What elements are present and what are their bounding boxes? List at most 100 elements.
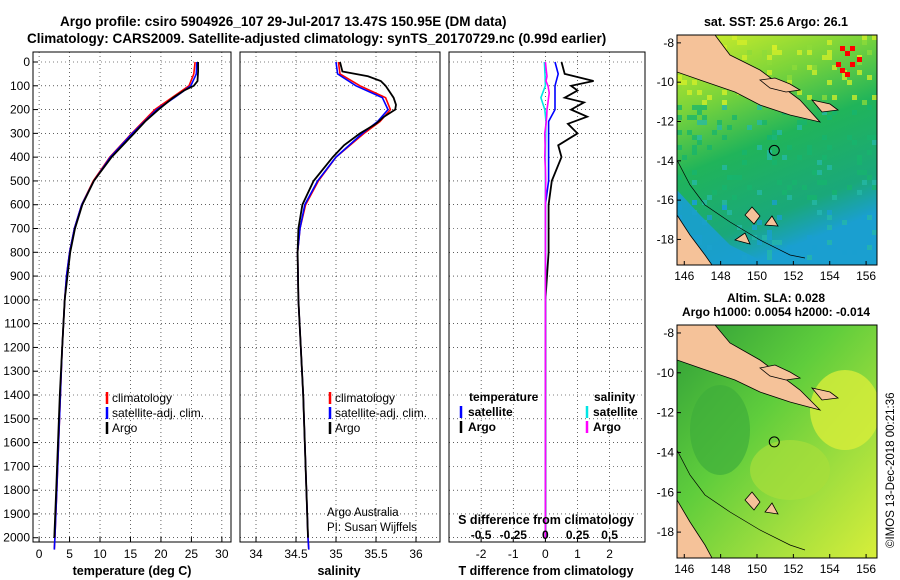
sst-pixel: [827, 40, 832, 45]
sst-pixel: [857, 70, 862, 75]
s-diff-tick-label: -0.25: [500, 528, 528, 542]
sst-pixel: [697, 110, 702, 115]
lat-tick-label: -16: [657, 193, 675, 207]
sst-pixel: [812, 195, 817, 200]
difference-frame: [448, 51, 646, 543]
sst-pixel: [827, 245, 832, 250]
sst-pixel: [692, 180, 697, 185]
lon-tick-label: 150: [747, 562, 767, 576]
sst-pixel: [852, 95, 857, 100]
salinity-x-ticks: 34 34.5 35 35.5 36: [249, 537, 423, 561]
x-tick-label: 0: [542, 547, 549, 561]
s-difference-label: S difference from climatology: [458, 513, 634, 527]
series-line-argo: [53, 62, 200, 538]
sla-map: Altim. SLA: 0.028 Argo h1000: 0.0054 h20…: [657, 291, 878, 576]
x-tick-label: 5: [66, 547, 73, 561]
sst-pixel: [827, 80, 832, 85]
lon-tick-label: 152: [783, 562, 803, 576]
sst-pixel: [722, 205, 727, 210]
depth-tick-label: 1700: [3, 459, 30, 473]
sst-pixel: [842, 75, 847, 80]
sst-pixel: [702, 105, 707, 110]
sst-pixel: [742, 40, 747, 45]
sst-pixel: [757, 145, 762, 150]
sst-depth-contour: [677, 159, 806, 259]
sst-map: sat. SST: 25.6 Argo: 26.1: [657, 15, 878, 283]
sst-pixel: [827, 165, 832, 170]
legend-label-sal-satellite: satellite: [593, 405, 638, 419]
sst-pixel: [697, 140, 702, 145]
legend-label-satellite-adj: satellite-adj. clim.: [335, 406, 427, 420]
sst-pixel: [787, 145, 792, 150]
sst-pixel: [832, 260, 837, 265]
sst-pixel: [857, 190, 862, 195]
sst-pixel: [767, 230, 772, 235]
sst-pixel: [697, 90, 702, 95]
sst-pixel: [872, 135, 877, 140]
sst-map-ticks: 146 148 150 152 154 156 -8 -10 -12 -14 -16 -18: [657, 36, 877, 283]
sst-pixel: [772, 50, 777, 55]
sst-pixel: [842, 225, 847, 230]
sst-pixel: [867, 150, 872, 155]
sst-pixel: [802, 185, 807, 190]
sst-pixel: [872, 35, 877, 40]
sst-pixel: [767, 55, 772, 60]
lat-tick-label: -10: [657, 366, 675, 380]
sst-pixel: [867, 105, 872, 110]
sst-pixel: [772, 45, 777, 50]
sst-pixel: [807, 45, 812, 50]
sst-pixel: [692, 200, 697, 205]
sst-pixel: [767, 255, 772, 260]
x-tick-label: 35: [329, 547, 343, 561]
sla-islands: [744, 364, 840, 515]
legend-title-salinity: salinity: [594, 390, 636, 404]
sst-pixel: [677, 115, 682, 120]
sst-pixel: [757, 240, 762, 245]
sst-pixel: [782, 155, 787, 160]
lat-tick-label: -14: [657, 445, 675, 459]
sst-pixel: [822, 95, 827, 100]
sst-pixel: [722, 185, 727, 190]
sst-pixel: [717, 125, 722, 130]
sst-pixel: [702, 100, 707, 105]
sst-pixel: [717, 120, 722, 125]
sst-pixel: [817, 180, 822, 185]
x-tick-label: 25: [185, 547, 199, 561]
sst-pixel: [822, 180, 827, 185]
x-tick-label: 36: [409, 547, 423, 561]
sst-pixel: [802, 120, 807, 125]
copyright-stamp: ©IMOS 13-Dec-2018 00:21:36: [885, 392, 897, 548]
sst-pixel: [692, 145, 697, 150]
sst-pixel: [872, 180, 877, 185]
legend-label-climatology: climatology: [335, 391, 395, 405]
sst-pixel: [787, 185, 792, 190]
s-diff-tick-label: -0.5: [471, 528, 492, 542]
sst-pixel: [817, 260, 822, 265]
sst-pixel: [762, 120, 767, 125]
sst-pixel: [862, 40, 867, 45]
sst-pixel: [677, 85, 682, 90]
sst-pixel: [857, 160, 862, 165]
sst-pixel: [767, 70, 772, 75]
sst-pixel: [792, 180, 797, 185]
x-tick-label: -1: [508, 547, 519, 561]
land-new-guinea: [677, 325, 822, 411]
sst-pixel: [822, 135, 827, 140]
temperature-frame: [32, 51, 232, 543]
land-queensland: [677, 499, 713, 558]
sst-pixel: [832, 195, 837, 200]
depth-tick-label: 400: [10, 150, 30, 164]
depth-tick-label: 1400: [3, 388, 30, 402]
sst-pixel: [677, 130, 682, 135]
sla-depth-contour: [677, 449, 806, 551]
depth-tick-label: 900: [10, 269, 30, 283]
sst-pixel: [832, 190, 837, 195]
temperature-panel: 0100200300400500600700800900100011001200…: [3, 51, 232, 578]
sst-pixel: [757, 105, 762, 110]
sst-pixel: [807, 255, 812, 260]
sst-pixel: [827, 145, 832, 150]
sla-argo-location-marker: [768, 436, 780, 448]
sst-pixel: [787, 75, 792, 80]
x-tick-label: 1: [574, 547, 581, 561]
sst-pixel: [697, 120, 702, 125]
